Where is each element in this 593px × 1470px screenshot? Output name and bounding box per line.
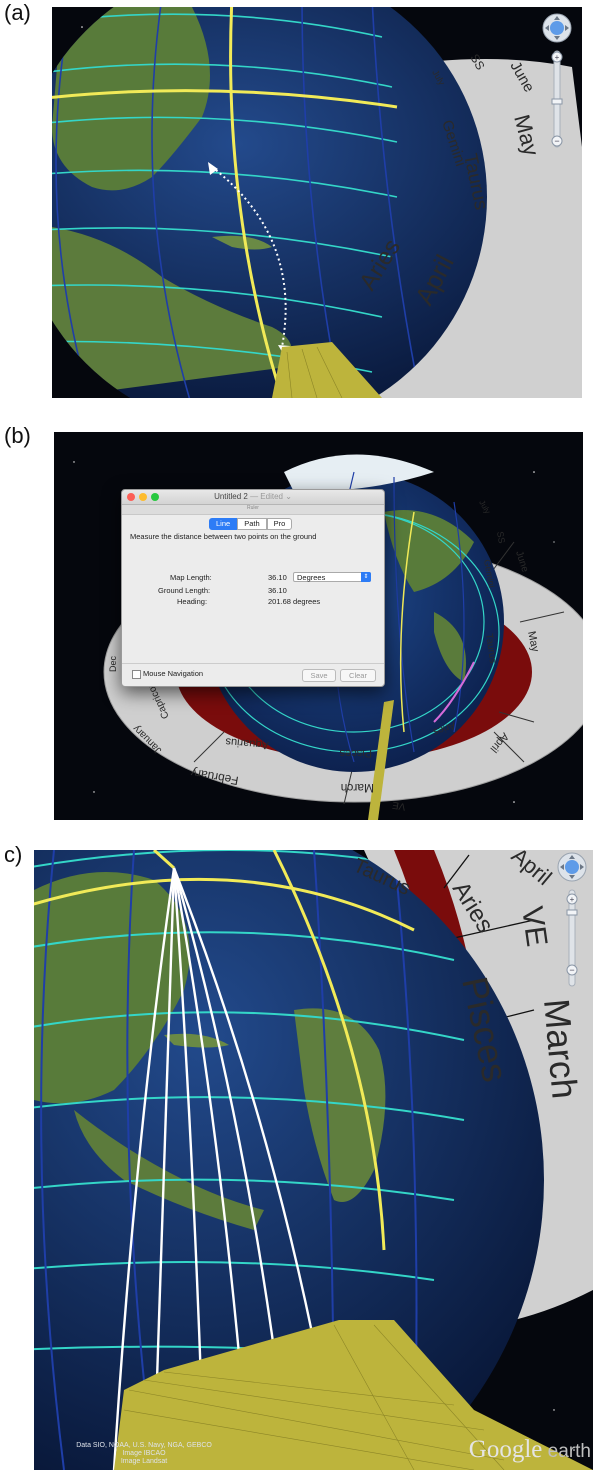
maximize-icon[interactable] (151, 493, 159, 501)
window-title: Untitled 2 (214, 492, 248, 501)
panel-b-label: (b) (4, 423, 31, 448)
attribution-line: Data SIO, NOAA, U.S. Navy, NGA, GEBCO (76, 1442, 212, 1449)
google-earth-logo: Google earth (469, 1436, 591, 1464)
sun-beam (368, 700, 394, 820)
close-icon[interactable] (127, 493, 135, 501)
tab-pro[interactable]: Pro (266, 518, 293, 530)
ring-label: July (477, 499, 492, 516)
unit-select-value: Degrees (297, 573, 326, 582)
ground-length-label: Ground Length: (158, 586, 211, 595)
chevron-updown-icon: ⇕ (361, 572, 371, 582)
polar-ice (284, 454, 434, 492)
navigation-compass-icon[interactable] (542, 13, 572, 43)
ring-label: Gemini (482, 559, 497, 589)
ruler-subtitle: Ruler (247, 505, 259, 511)
heading-value: 201.68 degrees (268, 597, 321, 606)
minimize-icon[interactable] (139, 493, 147, 501)
ring-label: SS (495, 531, 507, 545)
attribution-line: Image Landsat (120, 1458, 168, 1465)
save-button[interactable]: Save (302, 669, 336, 682)
logo-word-google: Google (468, 1436, 543, 1463)
panel-a-label: (a) (4, 0, 31, 25)
land-south-america (294, 1008, 386, 1202)
ruler-dialog[interactable]: Untitled 2 — Edited ⌄ Ruler Line Path Pr… (121, 489, 385, 687)
unit-select[interactable]: Degrees ⇕ (293, 572, 371, 582)
zoom-in-icon[interactable] (566, 893, 578, 905)
svg-text:+: + (570, 895, 575, 904)
tab-line[interactable]: Line (209, 518, 238, 530)
land-north-america (52, 7, 210, 191)
mouse-navigation-label: Mouse Navigation (143, 669, 204, 678)
clear-button[interactable]: Clear (340, 669, 376, 682)
sun-beam (272, 342, 382, 398)
navigation-controls[interactable]: + − (555, 852, 589, 992)
svg-text:−: − (554, 136, 559, 146)
ring-label: Taurus (483, 633, 498, 664)
ring-label: VE (515, 904, 553, 948)
sun-beam (114, 1320, 593, 1470)
navigation-controls[interactable]: + − (540, 13, 574, 153)
latitude-highlight (34, 877, 415, 932)
panel-c-label: c) (4, 842, 23, 867)
ring-label: June (513, 550, 530, 574)
ruler-description: Measure the distance between two points … (130, 532, 317, 541)
data-attribution: Data SIO, NOAA, U.S. Navy, NGA, GEBCO Im… (44, 1442, 244, 1466)
ruler-tabs: Line Path Pro (209, 518, 293, 530)
latitude-highlight (52, 89, 398, 109)
meridian-highlight (229, 7, 284, 398)
logo-word-earth: earth (542, 1441, 591, 1462)
measure-arc (211, 166, 287, 348)
dialog-footer: Mouse Navigation Save Clear (122, 663, 384, 686)
panel-a-scene: Gemini Taurus May June SS July Aries Apr… (52, 7, 582, 398)
panel-c-earth-view[interactable]: Taurus April Aries VE March Pisces + − (34, 850, 593, 1470)
mouse-navigation-checkbox[interactable] (132, 670, 141, 679)
svg-text:−: − (569, 965, 574, 975)
tab-path[interactable]: Path (237, 518, 267, 530)
zoom-out-icon[interactable] (551, 135, 563, 147)
attribution-line: Image IBCAO (122, 1450, 166, 1457)
panel-b-earth-view[interactable]: Gemini SS June July Taurus May Aries Apr… (54, 432, 583, 820)
ring-label: SS (467, 52, 487, 73)
ring-label: VE (391, 799, 406, 812)
ring-label: March (536, 997, 586, 1100)
heading-label: Heading: (177, 597, 208, 606)
panel-c-scene: Taurus April Aries VE March Pisces (34, 850, 593, 1470)
zoom-slider-icon[interactable]: + − (566, 889, 578, 987)
zoom-in-icon[interactable] (551, 51, 563, 63)
ring-label: Pisces (339, 747, 372, 759)
panel-a-earth-view[interactable]: Gemini Taurus May June SS July Aries Apr… (52, 7, 582, 398)
ring-label: Aquarius (224, 735, 269, 751)
window-title-edited: — Edited ⌄ (247, 492, 292, 501)
dialog-titlebar[interactable]: Untitled 2 — Edited ⌄ (122, 490, 384, 505)
navigation-compass-icon[interactable] (557, 852, 587, 882)
ring-label: May (525, 630, 541, 653)
map-length-label: Map Length: (170, 573, 212, 582)
ground-length-value: 36.10 (268, 586, 287, 595)
map-length-value: 36.10 (268, 573, 287, 582)
zoom-slider-icon[interactable]: + − (551, 50, 563, 148)
land-central-america (52, 227, 292, 398)
zoom-out-icon[interactable] (566, 964, 578, 976)
ring-label: March (341, 781, 374, 795)
meridian-highlight (272, 850, 386, 1251)
ring-label: Dec (108, 655, 118, 672)
measure-path (433, 661, 475, 723)
svg-text:+: + (555, 53, 560, 62)
